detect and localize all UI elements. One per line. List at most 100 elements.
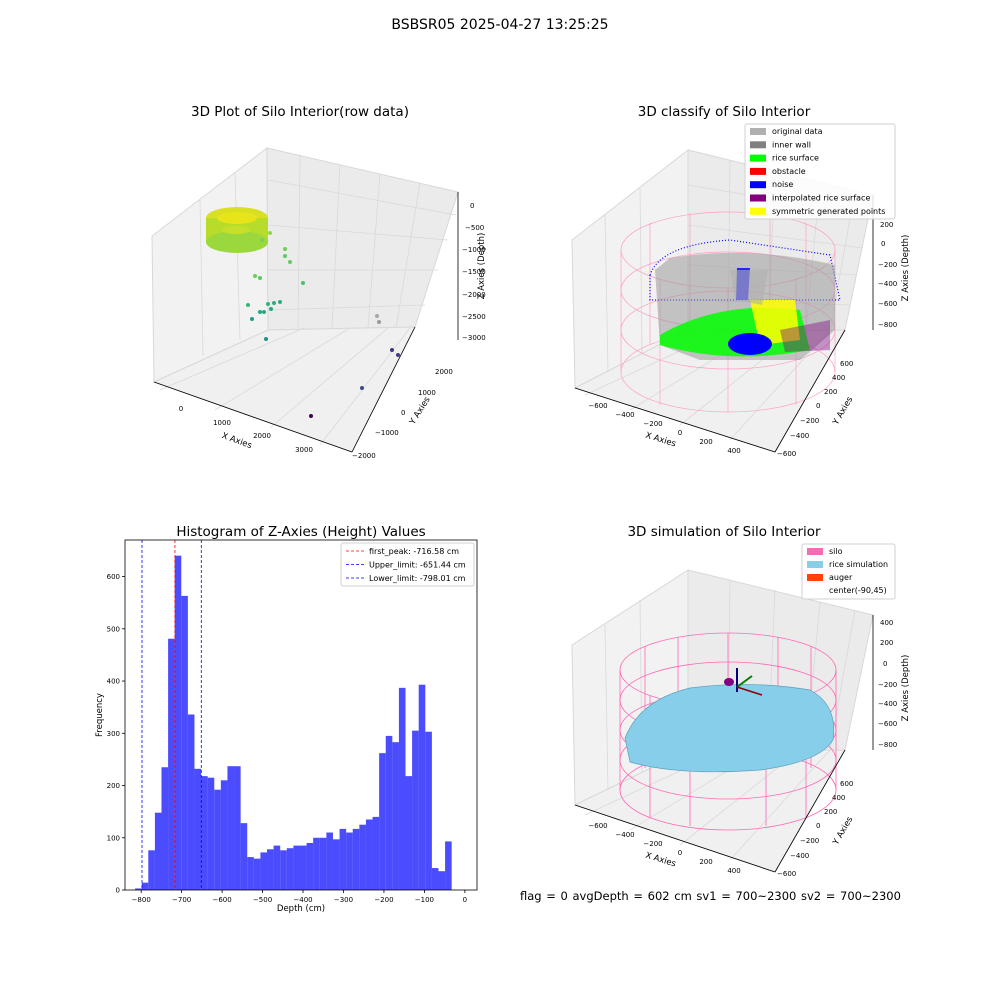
histogram-x-tick-label: −200 [374,896,393,904]
raw-back-pane [266,147,459,331]
raw-z-tick: −3000 [462,334,486,342]
histogram-bar [431,868,439,890]
histogram-bar [273,845,281,890]
histogram-y-tick-label: 400 [107,678,120,686]
classify-x-tick: −200 [643,420,662,428]
classify-legend-swatch [750,141,766,149]
histogram-bar [280,850,287,890]
raw-z-tick: −1000 [462,246,486,254]
classify-legend: original data inner wall rice surface obsta… [744,123,896,220]
histogram-bar [346,832,353,890]
raw-x-tick: 0 [179,405,183,413]
classify-legend-label: rice surface [772,154,819,163]
simulation-y-axis-label: Y Axies [831,815,856,848]
simulation-z-ticks: 400 200 0 −200 −400 −600 −800 [878,619,897,749]
raw-y-axis-line [351,326,416,453]
raw-y-tick: 0 [401,409,405,417]
histogram-bar [214,789,221,890]
classify-legend-label: original data [772,127,823,136]
histogram-x-tick-label: −800 [132,896,151,904]
histogram-x-tick-label: −100 [415,896,434,904]
histogram-bar [194,768,202,890]
histogram-bar [181,595,188,890]
classify-y-tick: 600 [840,360,853,368]
simulation-z-tick: −600 [878,720,897,728]
histogram-legend-label: first_peak: -716.58 cm [369,547,459,556]
raw-z-ticks: 0 −500 −1000 −1500 −2000 −2500 −3000 [462,202,486,342]
histogram-bar [168,638,175,890]
classify-legend-label: symmetric generated points [772,207,885,216]
histogram-bar [253,858,261,890]
classify-x-axis-line [574,387,776,453]
simulation-legend-label: silo [829,547,843,556]
raw-scatter-points [246,231,400,418]
histogram-bar [161,767,169,890]
raw-z-tick: −2500 [462,313,486,321]
histogram-bar [352,828,360,890]
classify-legend-swatch [750,128,766,135]
histogram-bar [286,848,294,890]
raw-y-ticks: 2000 1000 0 −1000 −2000 [352,368,453,460]
histogram-bar [220,780,228,890]
raw-y-tick: −2000 [352,452,376,460]
histogram-bar [438,871,446,890]
histogram-bars [135,555,452,890]
histogram-y-tick-label: 600 [107,573,120,581]
histogram-y-axis-label: Frequency [95,693,105,737]
rice-simulation-surface [624,684,835,773]
histogram-bar [187,714,195,890]
histogram-threshold-lines [141,540,202,890]
histogram-legend-label: Upper_limit: -651.44 cm [369,561,466,570]
histogram-x-tick-label: −300 [334,896,353,904]
simulation-y-axis-line [774,749,846,873]
classify-y-tick: −600 [777,450,796,458]
histogram-bar [154,812,162,890]
simulation-legend-swatch [807,587,823,594]
raw-x-axis-line [153,381,353,453]
classify-y-axis-line [774,329,846,453]
histogram-x-tick-label: 0 [463,896,467,904]
simulation-legend-label: center(-90,45) [829,586,887,595]
simulation-legend: silo rice simulation auger center(-90,45) [801,543,896,600]
histogram-y-tick-label: 200 [107,782,120,790]
classify-x-tick: 400 [727,447,740,455]
classify-z-tick: −400 [878,280,897,288]
histogram-y-tick-label: 300 [107,730,120,738]
histogram-bar [240,823,248,890]
raw-z-tick: −500 [465,224,484,232]
simulation-z-tick: −800 [878,741,897,749]
raw-z-tick: −1500 [462,268,486,276]
histogram-x-tick-label: −700 [172,896,191,904]
status-line: flag = 0 avgDepth = 602 cm sv1 = 700~230… [520,889,901,903]
histogram-y-tick-label: 0 [116,887,120,895]
classify-3d-plot: 3D classify of Silo Interior −600 −400 [571,104,911,458]
classify-z-tick: 200 [880,221,893,229]
classify-legend-swatch [750,207,766,215]
histogram-x-tick-label: −600 [212,896,231,904]
histogram-title: Histogram of Z-Axies (Height) Values [176,524,425,540]
raw-plot-title: 3D Plot of Silo Interior(row data) [191,104,409,120]
raw-y-tick: −1000 [375,429,399,437]
simulation-y-tick: 600 [840,780,853,788]
simulation-legend-swatch [807,548,823,555]
histogram-bar [260,852,268,890]
classify-y-tick: 400 [832,374,845,382]
histogram-bar [267,849,274,890]
classify-x-tick: 0 [678,429,682,437]
simulation-plot-title: 3D simulation of Silo Interior [627,524,821,540]
classify-x-tick: 200 [699,438,712,446]
histogram-bar [372,816,380,890]
simulation-x-tick: 400 [727,867,740,875]
auger-marker [724,668,763,696]
simulation-x-axis-line [574,804,776,873]
classify-legend-label: obstacle [772,167,806,176]
simulation-z-axis-label: Z Axies (Depth) [901,655,911,722]
simulation-x-tick: −600 [588,822,607,830]
simulation-z-tick: 0 [883,660,887,668]
classify-y-tick: −200 [800,417,819,425]
simulation-y-tick: 400 [832,794,845,802]
raw-grid-lines [159,154,457,446]
classify-legend-swatch [750,181,766,189]
classify-z-tick: −800 [878,321,897,329]
classify-z-tick: −200 [878,261,897,269]
